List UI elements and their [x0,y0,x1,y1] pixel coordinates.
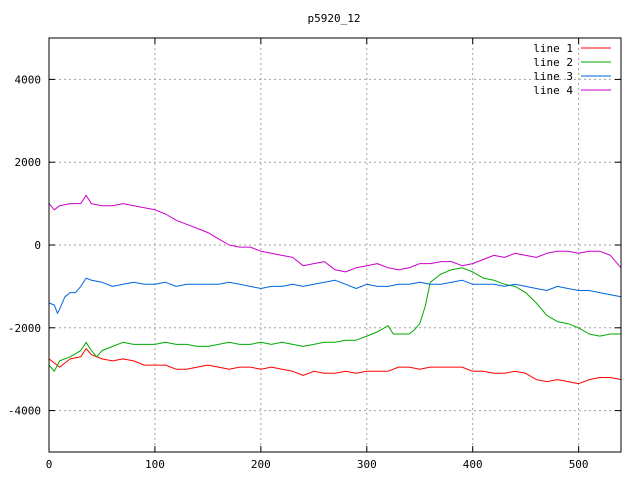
series-line-4 [48,194,622,273]
y-tick-label: 0 [34,239,41,252]
chart-title: p5920_12 [308,12,361,25]
x-tick-label: 400 [463,458,483,471]
legend-label-1: line 1 [533,42,573,55]
legend-label-4: line 4 [533,84,573,97]
x-tick-label: 300 [357,458,377,471]
y-tick-label: 4000 [15,73,42,86]
legend-label-3: line 3 [533,70,573,83]
y-tick-label: -2000 [8,322,41,335]
y-tick-label: 2000 [15,156,42,169]
axis-ticks: 0 100 200 300 400 500 -4000 -2000 0 2000 4000 [8,38,621,471]
series-lines [48,194,622,385]
x-tick-label: 200 [251,458,271,471]
x-tick-label: 500 [569,458,589,471]
series-line-2 [48,267,621,372]
y-tick-label: -4000 [8,405,41,418]
series-line-1 [48,348,622,385]
x-tick-label: 100 [145,458,165,471]
legend-label-2: line 2 [533,56,573,69]
series-line-3 [48,277,622,314]
grid [49,38,621,452]
x-tick-label: 0 [46,458,53,471]
